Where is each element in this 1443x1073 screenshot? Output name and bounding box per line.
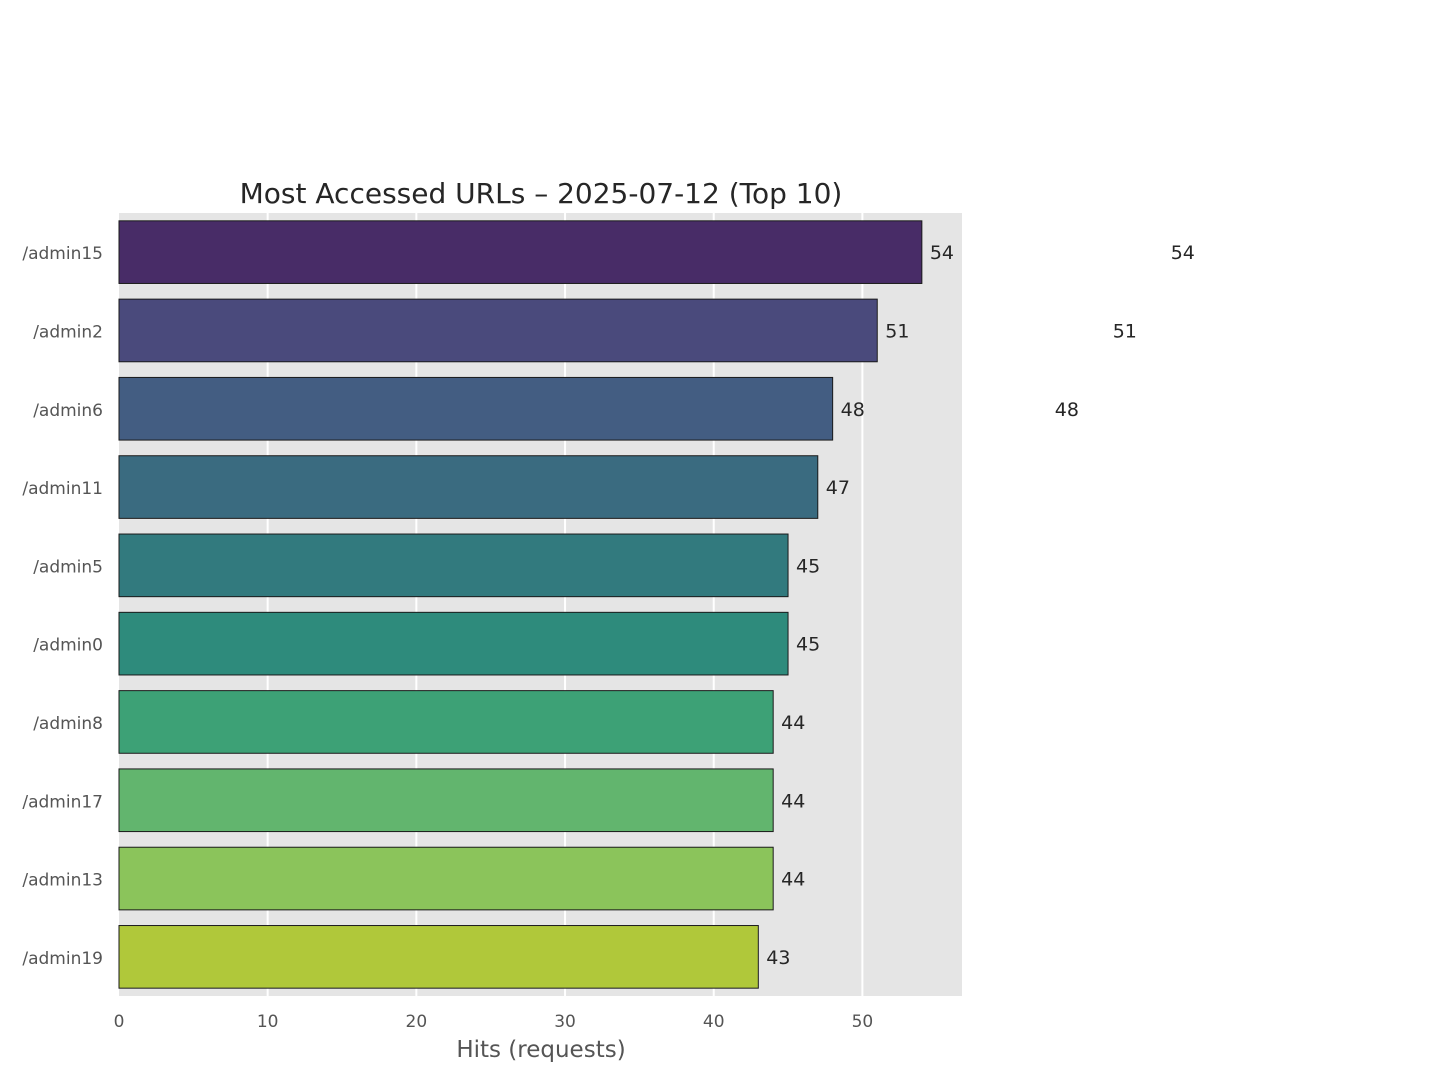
y-tick-label: /admin17 xyxy=(22,792,103,812)
bar-value-label: 48 xyxy=(841,399,865,421)
bars xyxy=(118,220,923,989)
chart-title: Most Accessed URLs – 2025-07-12 (Top 10) xyxy=(240,177,843,210)
bar xyxy=(118,925,759,989)
x-tick-label: 30 xyxy=(554,1012,576,1032)
x-tick-labels: 0 10 20 30 40 50 xyxy=(114,1012,874,1032)
stray-value-label: 54 xyxy=(1171,242,1195,264)
stray-labels: 54 51 48 xyxy=(1055,242,1195,421)
x-tick-label: 0 xyxy=(114,1012,125,1032)
y-tick-labels: /admin15/admin2/admin6/admin11/admin5/ad… xyxy=(22,244,103,969)
bar-value-label: 47 xyxy=(826,477,850,499)
y-tick-label: /admin11 xyxy=(22,479,103,499)
bar-value-label: 45 xyxy=(796,634,820,656)
y-tick-label: /admin0 xyxy=(33,636,103,656)
x-tick-label: 20 xyxy=(406,1012,428,1032)
x-axis-label: Hits (requests) xyxy=(456,1037,625,1063)
bar xyxy=(118,220,923,284)
bar-labels: 54 51 48 47 45 45 44 44 44 43 xyxy=(766,242,954,969)
bar-value-label: 44 xyxy=(781,869,805,891)
bar-value-label: 44 xyxy=(781,712,805,734)
y-tick-label: /admin6 xyxy=(33,401,103,421)
bar-value-label: 54 xyxy=(930,242,954,264)
x-tick-label: 40 xyxy=(703,1012,725,1032)
y-tick-label: /admin2 xyxy=(33,322,103,342)
bar-value-label: 44 xyxy=(781,790,805,812)
x-tick-label: 50 xyxy=(852,1012,874,1032)
bar xyxy=(118,690,774,754)
x-tick-label: 10 xyxy=(257,1012,279,1032)
y-tick-label: /admin13 xyxy=(22,871,103,891)
bar xyxy=(118,298,878,363)
bar-value-label: 51 xyxy=(885,320,909,342)
bar-value-label: 43 xyxy=(766,947,790,969)
bar xyxy=(118,846,774,911)
bar xyxy=(118,533,789,598)
bar xyxy=(118,768,774,833)
bar xyxy=(118,455,819,519)
stray-value-label: 51 xyxy=(1113,320,1137,342)
bar xyxy=(118,611,789,676)
bar xyxy=(118,376,834,441)
y-tick-label: /admin15 xyxy=(22,244,103,264)
stray-value-label: 48 xyxy=(1055,399,1079,421)
bar-value-label: 45 xyxy=(796,555,820,577)
y-tick-label: /admin5 xyxy=(33,557,103,577)
y-tick-label: /admin19 xyxy=(22,949,103,969)
y-tick-label: /admin8 xyxy=(33,714,103,734)
